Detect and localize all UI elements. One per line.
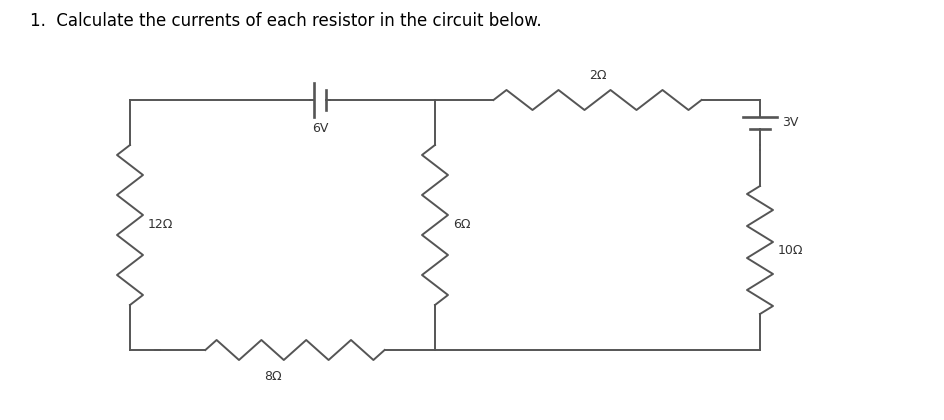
Text: 12Ω: 12Ω: [148, 218, 173, 231]
Text: 1.  Calculate the currents of each resistor in the circuit below.: 1. Calculate the currents of each resist…: [30, 12, 541, 30]
Text: 3V: 3V: [782, 116, 798, 129]
Text: 6V: 6V: [312, 122, 328, 135]
Text: 8Ω: 8Ω: [263, 370, 281, 383]
Text: 2Ω: 2Ω: [588, 69, 606, 82]
Text: 6Ω: 6Ω: [452, 218, 470, 231]
Text: 10Ω: 10Ω: [777, 244, 802, 257]
